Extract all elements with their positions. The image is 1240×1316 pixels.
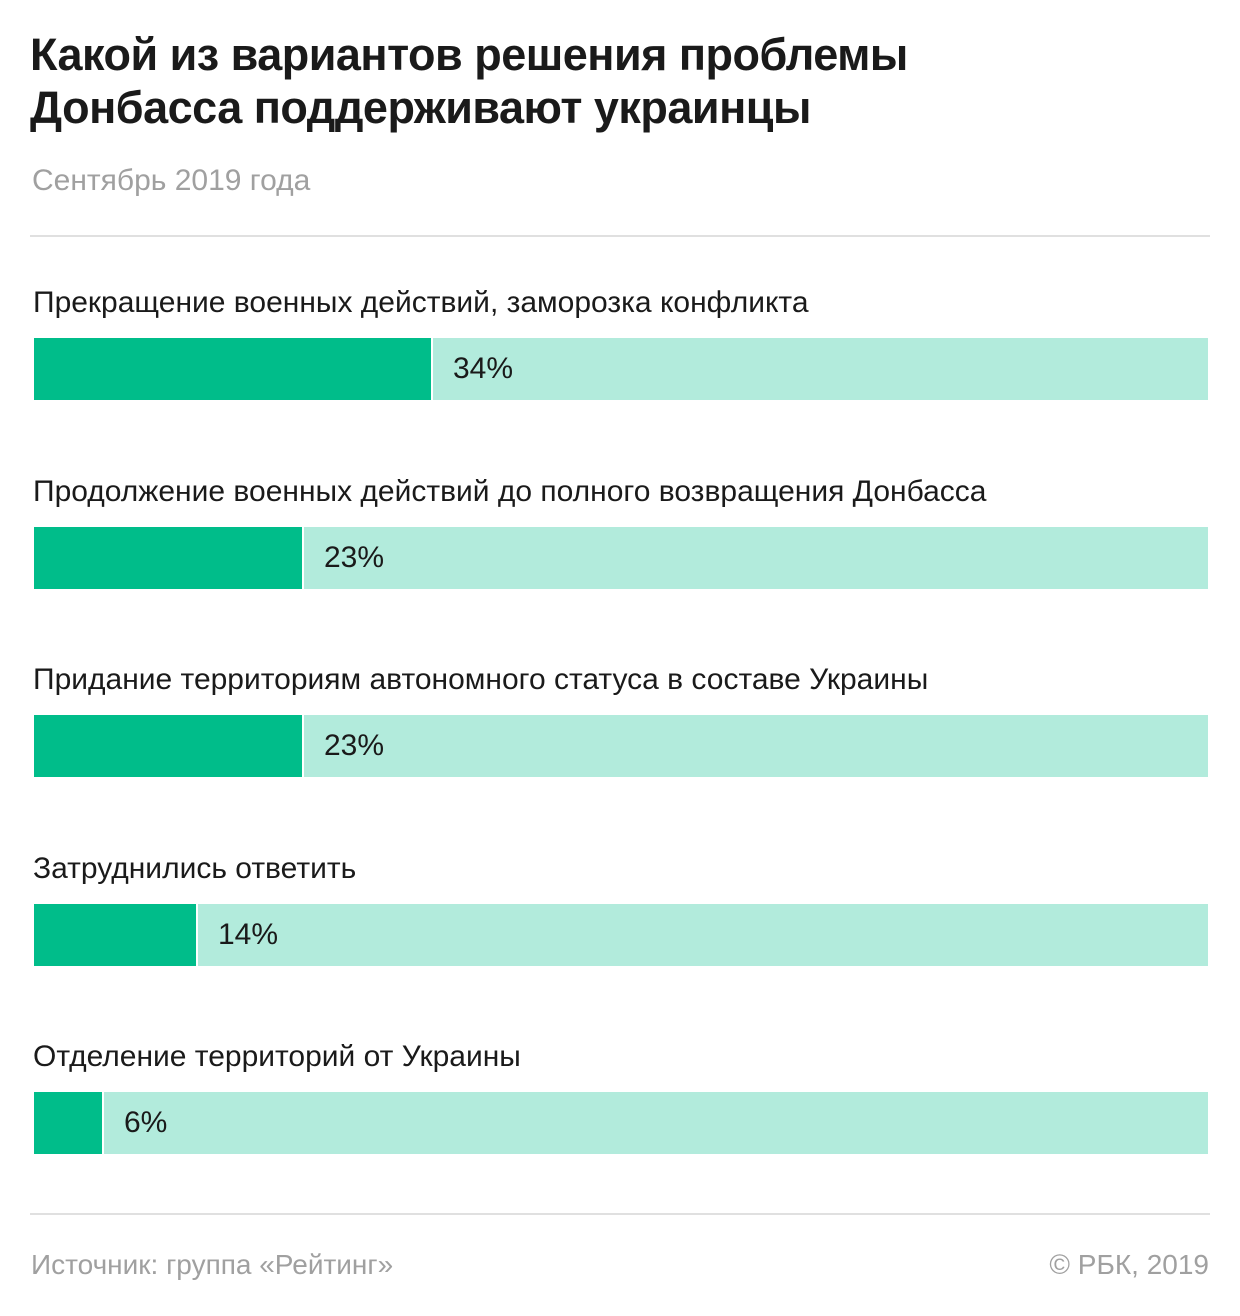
category-label: Продолжение военных действий до полного … xyxy=(33,475,987,508)
chart-title-line-1: Какой из вариантов решения проблемы xyxy=(30,29,908,80)
bar xyxy=(34,338,433,400)
bar-value-label: 14% xyxy=(218,918,279,951)
bar xyxy=(34,715,304,777)
chart-subtitle: Сентябрь 2019 года xyxy=(32,164,311,197)
bar-value-label: 34% xyxy=(453,352,514,385)
bar xyxy=(34,904,198,966)
bar xyxy=(34,527,304,589)
category-label: Отделение территорий от Украины xyxy=(33,1040,521,1073)
chart-title-line-2: Донбасса поддерживают украинцы xyxy=(30,82,811,133)
bottom-divider xyxy=(30,1213,1210,1215)
bar-value-label: 23% xyxy=(324,729,385,762)
bar-track: 23% xyxy=(34,715,1208,777)
chart-title: Какой из вариантов решения проблемы Донб… xyxy=(30,28,1210,134)
copyright-note: © РБК, 2019 xyxy=(1049,1249,1209,1280)
bar-value-label: 6% xyxy=(124,1106,168,1139)
bar xyxy=(34,1092,104,1154)
category-label: Затруднились ответить xyxy=(33,852,357,885)
bar-track: 6% xyxy=(34,1092,1208,1154)
bar-track: 14% xyxy=(34,904,1208,966)
bar-track: 23% xyxy=(34,527,1208,589)
category-label: Прекращение военных действий, заморозка … xyxy=(33,286,809,319)
bar-value-label: 23% xyxy=(324,541,385,574)
category-label: Придание территориям автономного статуса… xyxy=(33,663,929,696)
bar-track: 34% xyxy=(34,338,1208,400)
top-divider xyxy=(30,235,1210,237)
source-note: Источник: группа «Рейтинг» xyxy=(31,1249,394,1280)
